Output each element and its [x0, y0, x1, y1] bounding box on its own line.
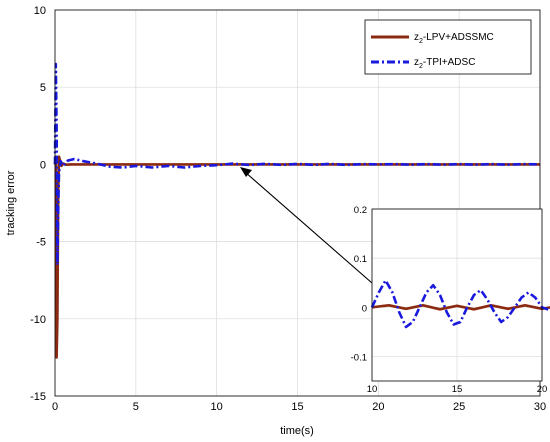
main-x-tick-label: 5	[133, 401, 139, 413]
main-y-tick-label: 10	[34, 5, 46, 17]
main-y-tick-label: -5	[36, 237, 46, 249]
x-axis-label: time(s)	[280, 425, 314, 437]
legend-label-lpv: z2-LPV+ADSSMC	[414, 32, 494, 45]
legend-box	[364, 19, 532, 75]
inset-y-tick-label: 0	[362, 303, 367, 314]
inset-chart: 10 15 20 0.2 0.1 0 -0.1	[351, 205, 550, 395]
main-y-tick-label: 0	[40, 159, 46, 171]
legend: z2-LPV+ADSSMC z2-TPI+ADSC	[364, 19, 532, 75]
main-x-tick-label: 0	[52, 401, 58, 413]
legend-label-tpi: z2-TPI+ADSC	[414, 57, 475, 70]
main-y-tick-label: -15	[30, 391, 46, 403]
main-x-tick-label: 20	[372, 401, 384, 413]
inset-x-tick-label: 20	[537, 384, 548, 395]
main-y-tick-label: 5	[40, 82, 46, 94]
main-series	[53, 62, 541, 359]
main-plot-frame	[54, 9, 541, 397]
inset-y-tick-label: -0.1	[351, 352, 367, 363]
inset-ticks: 10 15 20 0.2 0.1 0 -0.1	[351, 205, 548, 395]
inset-y-tick-label: 0.2	[354, 205, 367, 216]
main-x-tick-label: 30	[534, 401, 546, 413]
inset-series-line-1	[370, 278, 550, 329]
main-x-tick-label: 10	[211, 401, 223, 413]
inset-y-tick-label: 0.1	[354, 254, 367, 265]
main-ticks: 0 5 10 15 20 25 30 10 5 0 -5 -10 -15	[30, 5, 546, 413]
annotation-arrow	[240, 167, 381, 291]
main-series-line-1	[53, 62, 541, 267]
inset-x-tick-label: 15	[452, 384, 463, 395]
y-axis-label: tracking error	[5, 170, 17, 235]
inset-series	[370, 278, 550, 329]
inset-frame	[371, 208, 543, 382]
main-x-tick-label: 25	[453, 401, 465, 413]
main-y-tick-label: -10	[30, 314, 46, 326]
inset-series-line-0	[371, 303, 550, 311]
main-x-tick-label: 15	[291, 401, 303, 413]
inset-x-tick-label: 10	[367, 384, 378, 395]
